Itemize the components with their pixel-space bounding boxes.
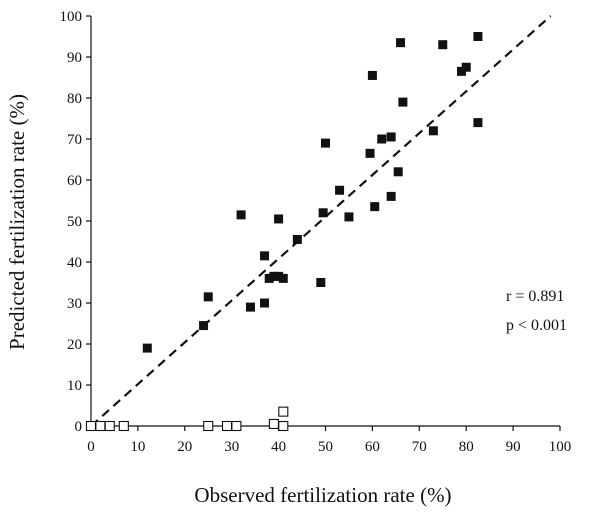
x-tick-label: 30 xyxy=(224,439,239,455)
y-tick-label: 100 xyxy=(60,9,83,25)
x-axis-ticks: 0 10 20 30 40 50 60 70 80 90 100 xyxy=(87,426,571,455)
filled-data-point xyxy=(365,148,375,158)
plot-area: 0 10 20 30 40 50 60 70 80 90 100 0 10 20 30 40 50 60 70 80… xyxy=(60,9,572,455)
filled-data-point xyxy=(386,191,396,201)
y-tick-label: 20 xyxy=(67,337,82,353)
filled-data-point xyxy=(203,292,213,302)
filled-data-point xyxy=(236,210,246,220)
x-tick-label: 10 xyxy=(130,439,145,455)
y-tick-label: 80 xyxy=(67,91,82,107)
y-tick-label: 90 xyxy=(67,50,82,66)
x-tick-label: 20 xyxy=(177,439,192,455)
filled-data-point xyxy=(260,251,270,261)
x-tick-label: 80 xyxy=(459,439,474,455)
filled-data-point xyxy=(274,214,284,224)
filled-data-point xyxy=(398,97,408,107)
open-data-point xyxy=(221,420,233,432)
x-tick-label: 90 xyxy=(506,439,521,455)
x-tick-label: 70 xyxy=(412,439,427,455)
open-data-point xyxy=(104,420,115,432)
y-axis-ticks: 0 10 20 30 40 50 60 70 80 90 100 xyxy=(60,9,91,435)
y-tick-label: 10 xyxy=(67,378,82,394)
filled-data-point xyxy=(473,118,483,128)
x-tick-label: 40 xyxy=(271,439,286,455)
filled-data-point xyxy=(245,302,255,312)
x-tick-label: 50 xyxy=(318,439,333,455)
x-axis-title: Observed fertilization rate (%) xyxy=(194,483,451,507)
y-tick-label: 50 xyxy=(67,214,82,230)
filled-data-point xyxy=(386,132,396,142)
y-tick-label: 0 xyxy=(75,419,83,435)
y-axis-title: Predicted fertilization rate (%) xyxy=(5,94,29,350)
y-tick-label: 30 xyxy=(67,296,82,312)
filled-data-point xyxy=(335,185,345,195)
filled-data-point xyxy=(461,62,471,72)
y-tick-label: 70 xyxy=(67,132,82,148)
x-tick-label: 60 xyxy=(365,439,380,455)
x-tick-label: 100 xyxy=(549,439,572,455)
open-data-point xyxy=(203,420,214,432)
open-data-point xyxy=(118,420,129,432)
open-data-point xyxy=(278,406,289,417)
filled-data-point xyxy=(316,278,326,287)
filled-data-point xyxy=(260,298,270,308)
filled-data-point xyxy=(370,202,380,212)
filled-data-point xyxy=(318,208,328,218)
filled-data-point xyxy=(367,70,377,80)
open-data-point xyxy=(268,418,279,430)
filled-data-point xyxy=(199,321,209,331)
y-tick-label: 60 xyxy=(67,173,82,189)
open-data-point xyxy=(231,420,242,432)
reference-line xyxy=(90,15,552,427)
filled-data-point xyxy=(473,32,483,41)
filled-data-point xyxy=(264,273,274,283)
filled-data-point xyxy=(269,271,279,281)
filled-data-point xyxy=(396,38,406,48)
p-value-annotation: p < 0.001 xyxy=(506,317,567,334)
y-tick-label: 40 xyxy=(67,255,82,271)
open-data-point xyxy=(278,420,289,432)
x-tick-label: 0 xyxy=(87,439,95,455)
filled-data-point xyxy=(438,40,448,50)
correlation-annotation: r = 0.891 xyxy=(506,288,564,305)
filled-data-point xyxy=(321,138,330,148)
filled-data-point xyxy=(292,234,302,244)
open-data-point xyxy=(85,420,97,432)
filled-data-point xyxy=(278,273,288,283)
filled-data-point xyxy=(428,126,438,136)
filled-data-point xyxy=(393,167,403,177)
filled-data-point xyxy=(457,66,467,76)
open-data-point xyxy=(95,420,106,432)
filled-data-point xyxy=(142,343,152,353)
filled-data-point xyxy=(344,212,354,222)
data-points xyxy=(85,32,483,432)
filled-data-point xyxy=(274,271,284,281)
filled-data-point xyxy=(377,134,387,144)
